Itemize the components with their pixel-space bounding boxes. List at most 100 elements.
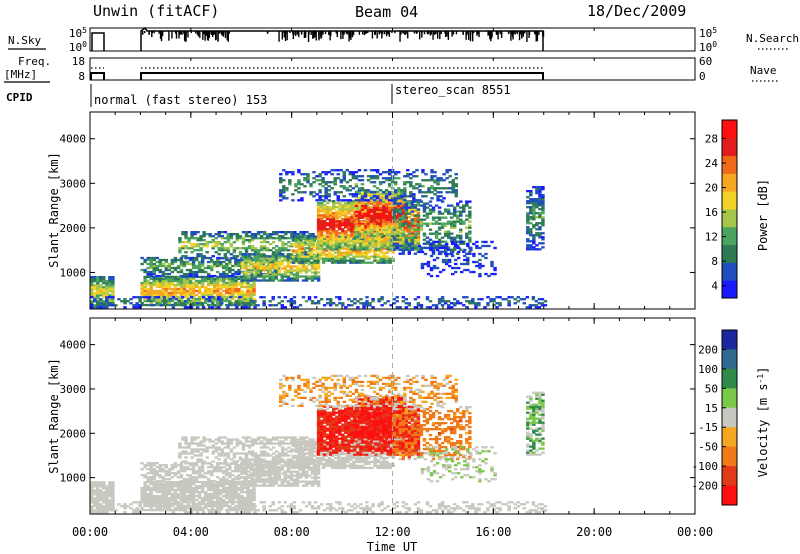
power-cell [462, 242, 466, 245]
power-cell [410, 218, 415, 221]
power-cell [247, 271, 251, 274]
nsky-point [196, 31, 199, 35]
power-cell [426, 272, 431, 276]
velocity-cell [209, 502, 214, 506]
velocity-cell [209, 498, 214, 502]
power-cell [413, 222, 418, 225]
power-cell [401, 246, 405, 249]
power-cell [381, 216, 386, 220]
power-cell [256, 233, 261, 236]
power-cell [216, 283, 220, 287]
power-cell [250, 239, 255, 242]
power-cell [304, 265, 309, 268]
power-cell [538, 214, 542, 217]
power-cell [410, 200, 415, 203]
power-cell [274, 304, 278, 307]
power-cell [152, 270, 156, 274]
power-cell [365, 242, 369, 245]
power-cell [370, 255, 374, 258]
power-cell [319, 226, 324, 229]
velocity-cell [102, 501, 106, 504]
power-cell [102, 306, 106, 309]
power-cell [383, 240, 387, 243]
power-cell [421, 191, 425, 194]
power-cell [342, 173, 347, 176]
power-cell [529, 246, 533, 249]
power-cell [194, 297, 199, 301]
power-cell [209, 277, 214, 281]
power-cell [410, 242, 415, 245]
power-cell [465, 234, 469, 237]
power-cell [161, 291, 166, 295]
power-cell [265, 257, 269, 260]
power-cell [316, 277, 321, 280]
power-cell [214, 233, 218, 236]
power-cell [395, 202, 399, 205]
velocity-cell [152, 480, 156, 484]
power-cell [453, 222, 457, 225]
power-cell [423, 246, 428, 250]
power-cell [541, 196, 545, 199]
power-cell [111, 288, 115, 291]
power-cell [194, 281, 199, 285]
power-cell [105, 306, 109, 309]
power-cell [318, 251, 323, 254]
power-cell [146, 258, 150, 262]
power-cell [342, 199, 347, 202]
power-cell [384, 206, 389, 210]
power-cell [382, 253, 386, 256]
power-cell [102, 296, 106, 299]
power-cell [140, 283, 144, 287]
power-cell [418, 191, 422, 194]
power-cell [375, 192, 380, 195]
power-cell [216, 287, 220, 291]
power-cell [143, 275, 147, 279]
nsky-point [211, 31, 214, 38]
power-cell [286, 253, 291, 256]
power-cell [335, 214, 339, 217]
velocity-cell [170, 488, 175, 492]
velocity-cell [231, 490, 235, 494]
power-cell [259, 259, 263, 262]
power-cell [409, 193, 413, 196]
velocity-cell [149, 488, 153, 492]
power-cell [241, 257, 245, 260]
power-cell [291, 173, 295, 176]
velocity-cell [149, 492, 153, 496]
power-cell [228, 285, 232, 289]
power-cell [299, 233, 303, 236]
velocity-cell [209, 494, 214, 498]
power-cell [375, 200, 380, 204]
power-cell [466, 268, 470, 272]
nsky-point [159, 31, 162, 39]
power-cell [225, 272, 229, 276]
power-cell [529, 192, 533, 195]
y-tick-label: 3000 [60, 177, 87, 190]
power-cell [350, 244, 354, 247]
velocity-cell [105, 495, 109, 498]
nsky-point [175, 31, 178, 39]
velocity-cell [243, 486, 247, 490]
power-cell [477, 302, 481, 305]
power-cell [498, 304, 502, 307]
power-cell [322, 212, 327, 215]
power-cell [364, 261, 368, 264]
power-cell [256, 257, 260, 260]
power-cell [454, 193, 458, 196]
velocity-cell [237, 496, 241, 500]
velocity-cell [158, 494, 162, 498]
power-cell [250, 279, 254, 282]
power-cell [416, 236, 421, 239]
power-cell [290, 245, 294, 248]
power-cell [341, 240, 345, 243]
power-cell [487, 274, 491, 278]
power-cell [176, 301, 181, 305]
power-cell [360, 204, 365, 208]
power-cell [453, 238, 457, 241]
velocity-cell [188, 498, 193, 502]
power-cell [216, 285, 220, 289]
power-cell [190, 235, 194, 238]
power-cell [305, 247, 309, 250]
velocity-cell [155, 508, 159, 512]
power-cell [249, 283, 253, 287]
